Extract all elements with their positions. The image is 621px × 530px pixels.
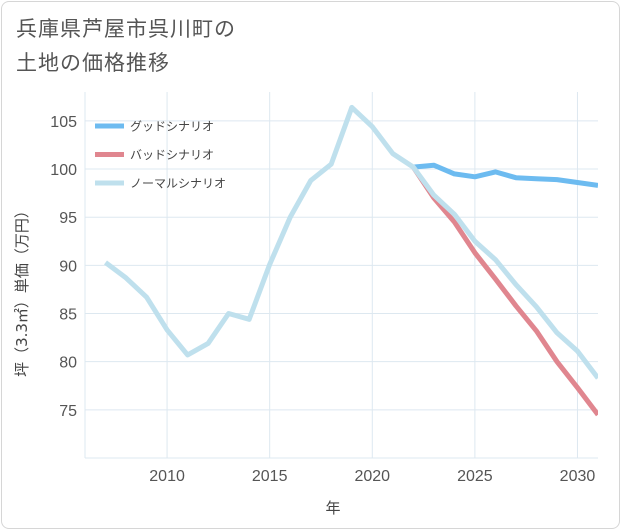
series-layer xyxy=(103,104,598,417)
good-scenario-line xyxy=(413,162,598,188)
y-tick-label: 80 xyxy=(59,355,77,372)
normal-scenario-line xyxy=(103,104,598,380)
y-axis-title: 坪（3.3㎡）単価（万円） xyxy=(13,203,31,377)
legend-label: グッドシナリオ xyxy=(130,120,214,134)
y-tick-label: 95 xyxy=(59,210,77,227)
legend-bad: バッドシナリオ xyxy=(95,148,214,162)
legend-label: ノーマルシナリオ xyxy=(130,177,226,191)
chart-title-line-1: 兵庫県芦屋市呉川町の xyxy=(16,17,236,41)
x-axis-title: 年 xyxy=(325,499,340,517)
x-tick-label: 2030 xyxy=(560,468,596,485)
legend-label: バッドシナリオ xyxy=(130,148,214,162)
y-tick-label: 85 xyxy=(59,307,77,324)
y-tick-label: 105 xyxy=(50,114,77,131)
chart-title: 兵庫県芦屋市呉川町の 土地の価格推移 xyxy=(16,12,236,80)
x-tick-label: 2010 xyxy=(149,468,185,485)
x-tick-label: 2020 xyxy=(354,468,390,485)
legend-good: グッドシナリオ xyxy=(95,120,214,134)
x-tick-label: 2015 xyxy=(252,468,288,485)
y-tick-label: 100 xyxy=(50,162,77,179)
x-tick-label: 2025 xyxy=(457,468,493,485)
bad-scenario-line xyxy=(411,165,598,417)
chart-title-line-2: 土地の価格推移 xyxy=(16,51,170,75)
y-tick-label: 90 xyxy=(59,258,77,275)
legend-normal: ノーマルシナリオ xyxy=(95,177,226,191)
tick-labels: 75 80 85 90 95 100 105 2010 2015 2020 2025 2030 xyxy=(50,114,595,485)
grid xyxy=(84,92,598,459)
y-tick-label: 75 xyxy=(59,403,77,420)
